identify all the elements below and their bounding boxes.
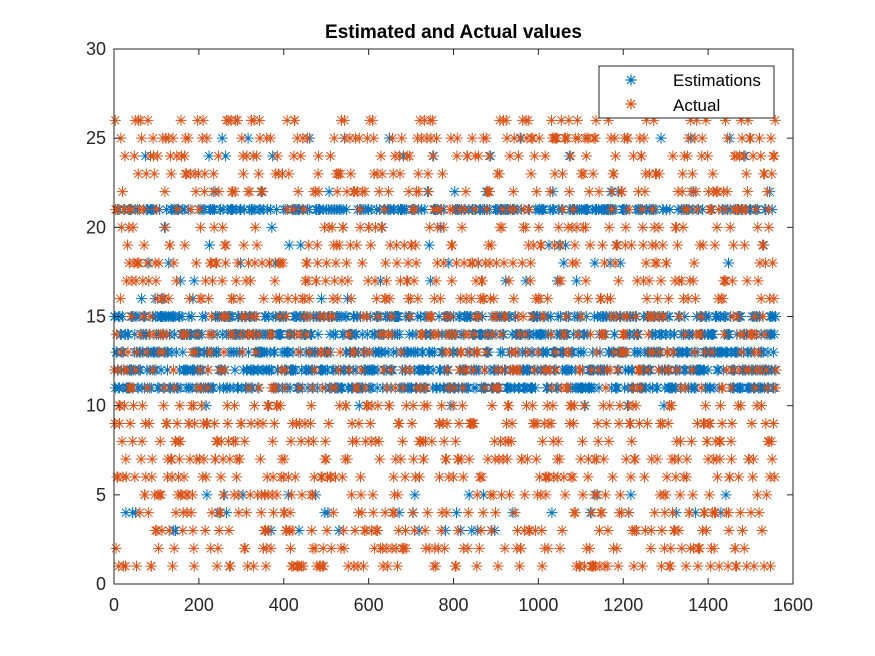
- y-tick-label: 25: [86, 128, 106, 148]
- x-tick-label: 600: [354, 595, 384, 615]
- legend-asterisk-actual: [625, 98, 637, 110]
- x-tick-label: 1200: [603, 595, 643, 615]
- x-tick-label: 0: [109, 595, 119, 615]
- y-tick-label: 0: [96, 574, 106, 594]
- x-tick-label: 1400: [688, 595, 728, 615]
- y-tick-label: 15: [86, 307, 106, 327]
- legend-marker-estimations: [625, 74, 637, 86]
- legend-label-actual: Actual: [673, 96, 720, 115]
- legend-asterisk-estimations: [625, 74, 637, 86]
- x-tick-label: 200: [184, 595, 214, 615]
- legend-box: [598, 65, 775, 119]
- x-tick-label: 400: [269, 595, 299, 615]
- y-tick-label: 30: [86, 39, 106, 59]
- x-tick-label: 1000: [518, 595, 558, 615]
- legend-marker-actual: [625, 98, 637, 110]
- legend: Estimations Actual: [598, 65, 775, 119]
- x-tick-label: 1600: [773, 595, 813, 615]
- y-tick-label: 10: [86, 396, 106, 416]
- chart-title: Estimated and Actual values: [325, 22, 582, 43]
- ticks-layer: 0 200 400 600 800 1000 1200 1400 1600 0 5 10 15 20 25 3…: [86, 39, 813, 615]
- x-tick-label: 800: [438, 595, 468, 615]
- legend-label-estimations: Estimations: [673, 71, 761, 90]
- y-tick-label: 5: [96, 485, 106, 505]
- y-tick-label: 20: [86, 217, 106, 237]
